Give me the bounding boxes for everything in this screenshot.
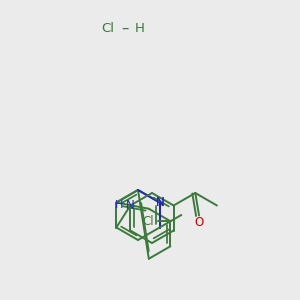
- Text: H: H: [135, 22, 145, 34]
- Text: N: N: [156, 196, 165, 209]
- Text: N: N: [156, 196, 165, 209]
- Text: –: –: [121, 20, 129, 35]
- Text: Cl: Cl: [101, 22, 115, 34]
- Text: H: H: [115, 200, 123, 209]
- Text: O: O: [194, 216, 204, 229]
- Text: N: N: [126, 199, 135, 212]
- Text: Cl: Cl: [142, 215, 154, 228]
